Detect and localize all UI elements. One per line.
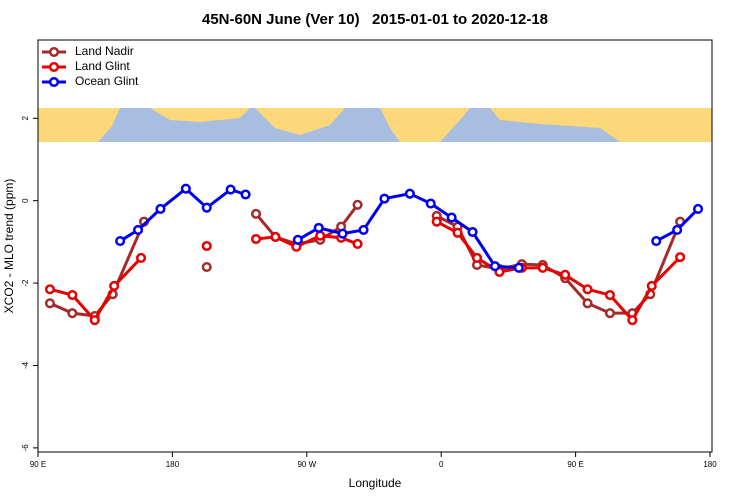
point — [672, 224, 683, 235]
point — [604, 308, 615, 319]
point — [201, 202, 212, 213]
x-tick-label: 180 — [703, 460, 717, 469]
x-axis-label: Longitude — [349, 476, 402, 490]
point — [358, 224, 369, 235]
y-tick-label: -6 — [21, 444, 30, 452]
point — [489, 261, 501, 272]
legend-label: Land Glint — [75, 59, 130, 73]
point — [471, 252, 483, 263]
y-tick-label: -2 — [21, 279, 30, 287]
point — [337, 228, 348, 239]
point — [352, 199, 363, 210]
point — [675, 252, 686, 263]
x-tick-label: 90 E — [567, 460, 583, 469]
point — [292, 234, 303, 245]
y-tick-label: -4 — [21, 361, 30, 369]
map-band — [38, 108, 712, 142]
point — [250, 208, 262, 219]
point — [44, 284, 55, 295]
point — [560, 269, 571, 280]
point — [135, 252, 147, 263]
point — [627, 315, 638, 326]
point — [604, 289, 615, 301]
point — [109, 280, 120, 292]
legend-marker — [48, 76, 60, 88]
point — [89, 315, 100, 326]
x-tick-label: 90 E — [30, 460, 46, 469]
point — [133, 224, 144, 235]
point — [582, 284, 593, 295]
point — [180, 183, 191, 194]
x-tick-label: 0 — [439, 460, 444, 469]
point — [352, 238, 363, 249]
y-tick-label: 0 — [21, 198, 30, 203]
point — [201, 240, 212, 252]
point — [467, 226, 478, 238]
point — [379, 193, 390, 204]
point — [452, 227, 463, 238]
point — [431, 216, 442, 227]
point — [115, 236, 126, 247]
point — [693, 203, 704, 214]
y-tick-label: 2 — [21, 116, 30, 121]
point — [651, 236, 662, 247]
point — [250, 233, 262, 245]
point — [155, 203, 166, 214]
point — [315, 230, 326, 241]
point — [582, 298, 593, 309]
point — [270, 231, 281, 242]
point — [513, 262, 524, 273]
series-line — [119, 186, 700, 270]
point — [446, 212, 457, 223]
point — [425, 198, 436, 209]
chart-title: 45N-60N June (Ver 10) 2015-01-01 to 2020… — [202, 11, 548, 28]
point — [537, 262, 548, 273]
legend-marker — [48, 46, 60, 58]
point — [313, 222, 324, 233]
legend-label: Ocean Glint — [75, 74, 139, 88]
point — [225, 184, 236, 195]
x-tick-label: 90 W — [297, 460, 316, 469]
point — [201, 261, 212, 273]
point — [404, 188, 415, 199]
x-tick-label: 180 — [166, 460, 180, 469]
y-axis-label: XCO2 - MLO trend (ppm) — [2, 179, 16, 314]
point — [67, 289, 78, 301]
point — [67, 308, 78, 319]
point — [240, 189, 251, 200]
legend-marker — [48, 61, 60, 73]
legend-label: Land Nadir — [75, 44, 134, 58]
point — [646, 280, 657, 292]
point — [44, 298, 55, 309]
plot-frame — [37, 39, 713, 453]
